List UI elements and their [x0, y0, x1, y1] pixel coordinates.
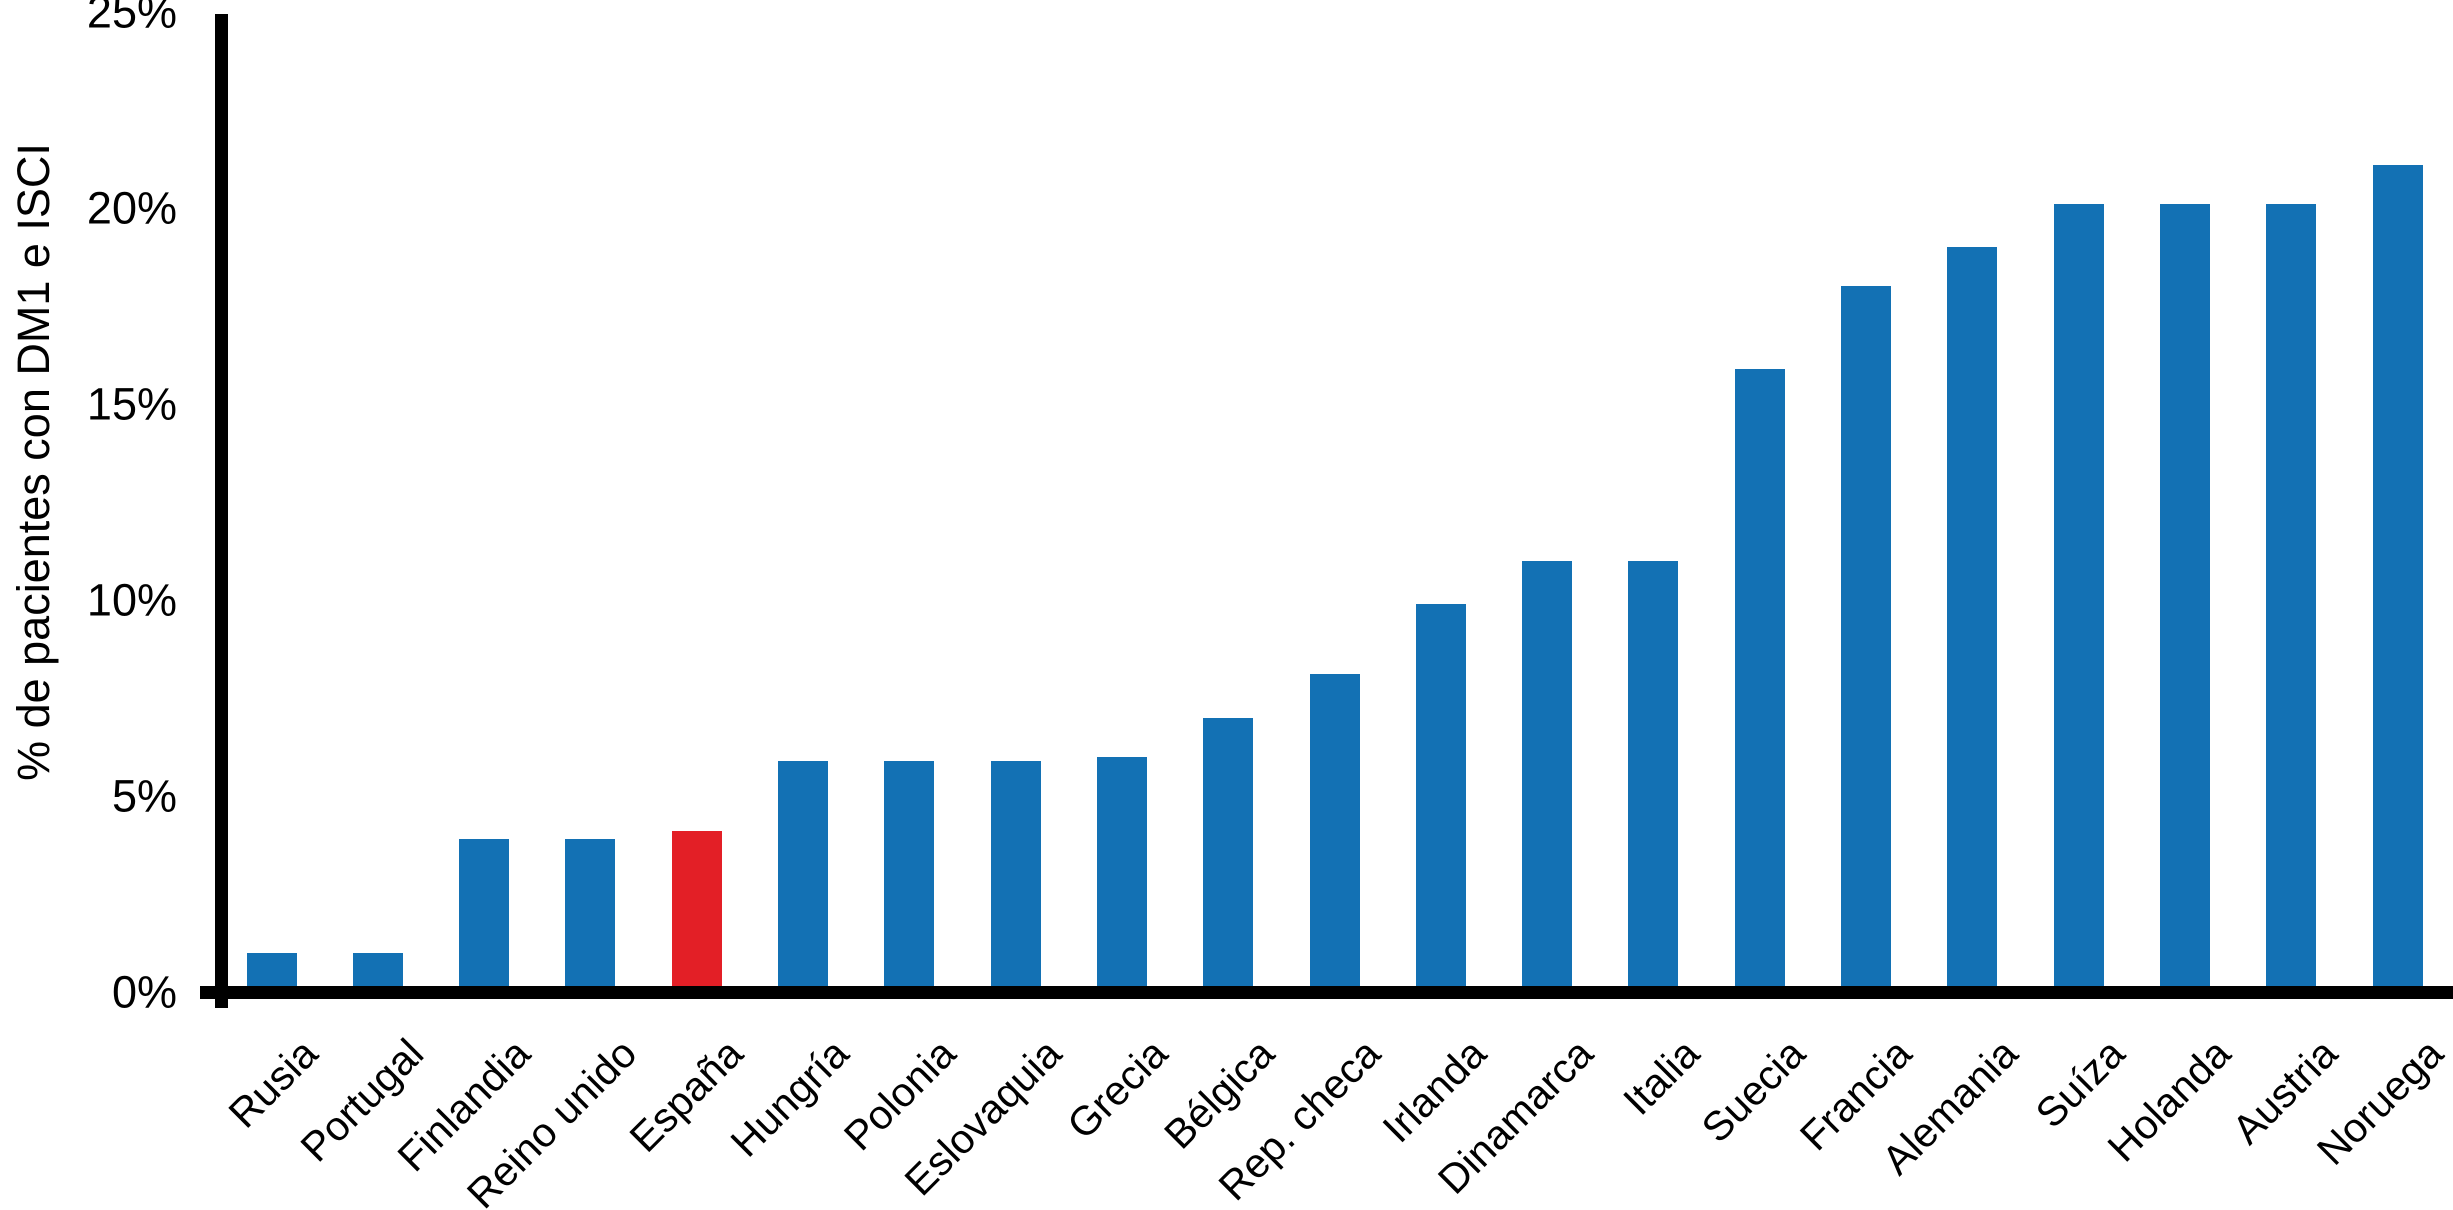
x-tick-label: Grecia: [1058, 1030, 1177, 1148]
bar-suecia: [1734, 368, 1785, 992]
bar-italia: [1628, 560, 1679, 992]
bar-reino-unido: [565, 839, 616, 992]
bar-su-za: [2053, 204, 2104, 992]
bar-portugal: [352, 952, 403, 992]
bar-irlanda: [1415, 603, 1466, 992]
y-tick-label: 10%: [86, 574, 177, 626]
bar-alemania: [1947, 247, 1998, 992]
x-tick-label: Suecia: [1693, 1030, 1815, 1152]
bar-espa-a: [671, 831, 722, 992]
bar-finlandia: [459, 839, 510, 992]
bar-hungr-a: [778, 760, 828, 992]
bar-francia: [1841, 286, 1891, 992]
bar-rep-checa: [1309, 674, 1360, 992]
y-tick-label: 25%: [86, 0, 177, 38]
bar-b-lgica: [1203, 717, 1254, 992]
bar-grecia: [1096, 756, 1147, 992]
bar-noruega: [2372, 164, 2423, 992]
y-tick-label: 5%: [111, 770, 177, 822]
bar-holanda: [2159, 204, 2210, 992]
y-tick-label: 15%: [86, 378, 177, 430]
x-axis-line: [200, 986, 2453, 999]
bar-dinamarca: [1522, 560, 1573, 992]
y-tick-label: 0%: [111, 966, 177, 1018]
bar-austria: [2266, 204, 2317, 992]
x-tick-label: Hungría: [721, 1030, 858, 1166]
bar-polonia: [884, 760, 935, 992]
bar-eslovaquia: [990, 760, 1041, 992]
y-axis-line: [215, 14, 228, 1008]
y-axis-title: % de pacientes con DM1 e ISCI: [8, 143, 59, 781]
y-tick-label: 20%: [86, 182, 177, 234]
bar-rusia: [246, 952, 297, 992]
x-tick-label: Italia: [1614, 1030, 1708, 1124]
